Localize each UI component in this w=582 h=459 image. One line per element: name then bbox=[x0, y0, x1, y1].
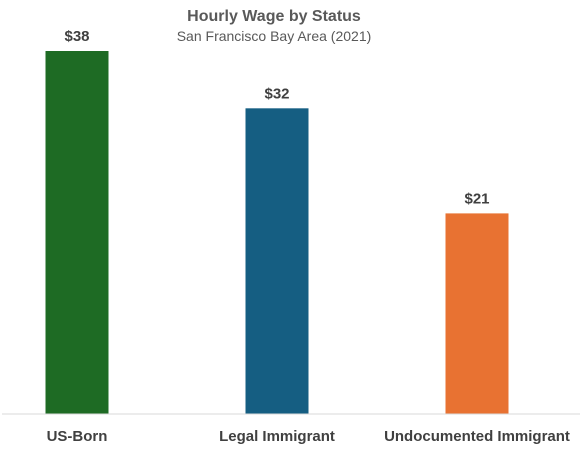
data-label: $21 bbox=[464, 190, 489, 207]
x-tick-label: Legal Immigrant bbox=[219, 428, 335, 445]
data-label: $32 bbox=[264, 85, 289, 102]
label-group: $38 US-Born $32 Legal Immigrant $21 Undocumen… bbox=[47, 28, 570, 445]
data-label: $38 bbox=[64, 28, 89, 45]
x-tick-label: US-Born bbox=[47, 428, 108, 445]
chart-subtitle: San Francisco Bay Area (2021) bbox=[177, 28, 372, 44]
chart-title: Hourly Wage by Status bbox=[187, 8, 361, 25]
x-tick-label: Undocumented Immigrant bbox=[384, 428, 570, 445]
bar-undocumented-immigrant bbox=[445, 213, 509, 414]
bar-group bbox=[45, 51, 509, 414]
bar-legal-immigrant bbox=[245, 108, 309, 414]
bar-us-born bbox=[45, 51, 109, 414]
